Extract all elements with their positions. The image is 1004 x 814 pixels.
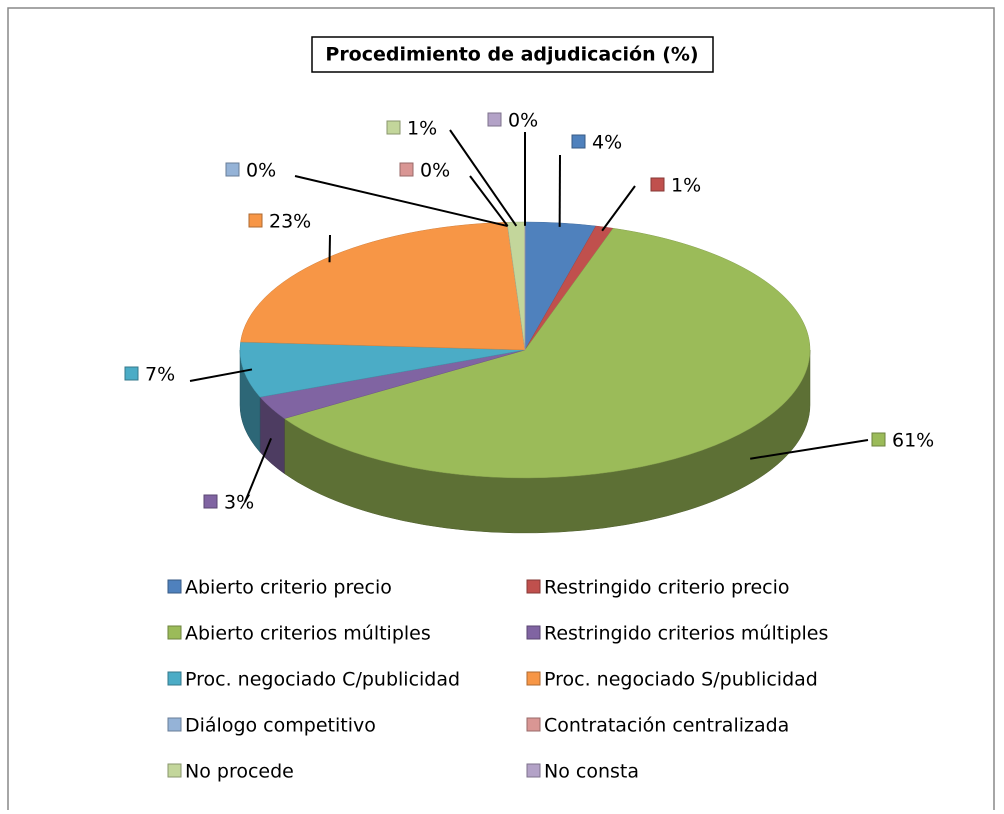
- label-marker: [204, 495, 217, 508]
- legend-marker: [168, 672, 181, 685]
- legend-marker: [168, 718, 181, 731]
- legend-marker: [527, 580, 540, 593]
- legend-label: Contratación centralizada: [544, 715, 789, 737]
- legend-marker: [168, 764, 181, 777]
- label-marker: [572, 135, 585, 148]
- legend-marker: [527, 626, 540, 639]
- data-label: 7%: [145, 364, 175, 386]
- data-label: 0%: [508, 110, 538, 132]
- data-label: 61%: [892, 430, 934, 452]
- legend-label: Diálogo competitivo: [185, 715, 376, 737]
- legend-marker: [527, 718, 540, 731]
- label-marker: [651, 178, 664, 191]
- legend-label: Proc. negociado S/publicidad: [544, 669, 818, 691]
- data-label: 0%: [246, 160, 276, 182]
- legend-marker: [168, 626, 181, 639]
- data-label: 1%: [407, 118, 437, 140]
- data-label: 4%: [592, 132, 622, 154]
- label-marker: [226, 163, 239, 176]
- data-label: 3%: [224, 492, 254, 514]
- legend-label: No procede: [185, 761, 294, 783]
- chart-title: Procedimiento de adjudicación (%): [325, 44, 698, 66]
- legend-marker: [527, 672, 540, 685]
- legend-marker: [527, 764, 540, 777]
- legend-label: No consta: [544, 761, 639, 783]
- label-marker: [125, 367, 138, 380]
- legend-label: Abierto criterios múltiples: [185, 623, 431, 645]
- legend-label: Proc. negociado C/publicidad: [185, 669, 460, 691]
- data-label: 0%: [420, 160, 450, 182]
- legend-label: Abierto criterio precio: [185, 577, 392, 599]
- legend-marker: [168, 580, 181, 593]
- data-label: 1%: [671, 175, 701, 197]
- label-marker: [872, 433, 885, 446]
- label-marker: [488, 113, 501, 126]
- data-label: 23%: [269, 211, 311, 233]
- label-marker: [400, 163, 413, 176]
- legend-label: Restringido criterios múltiples: [544, 623, 828, 645]
- label-marker: [387, 121, 400, 134]
- legend-label: Restringido criterio precio: [544, 577, 790, 599]
- label-marker: [249, 214, 262, 227]
